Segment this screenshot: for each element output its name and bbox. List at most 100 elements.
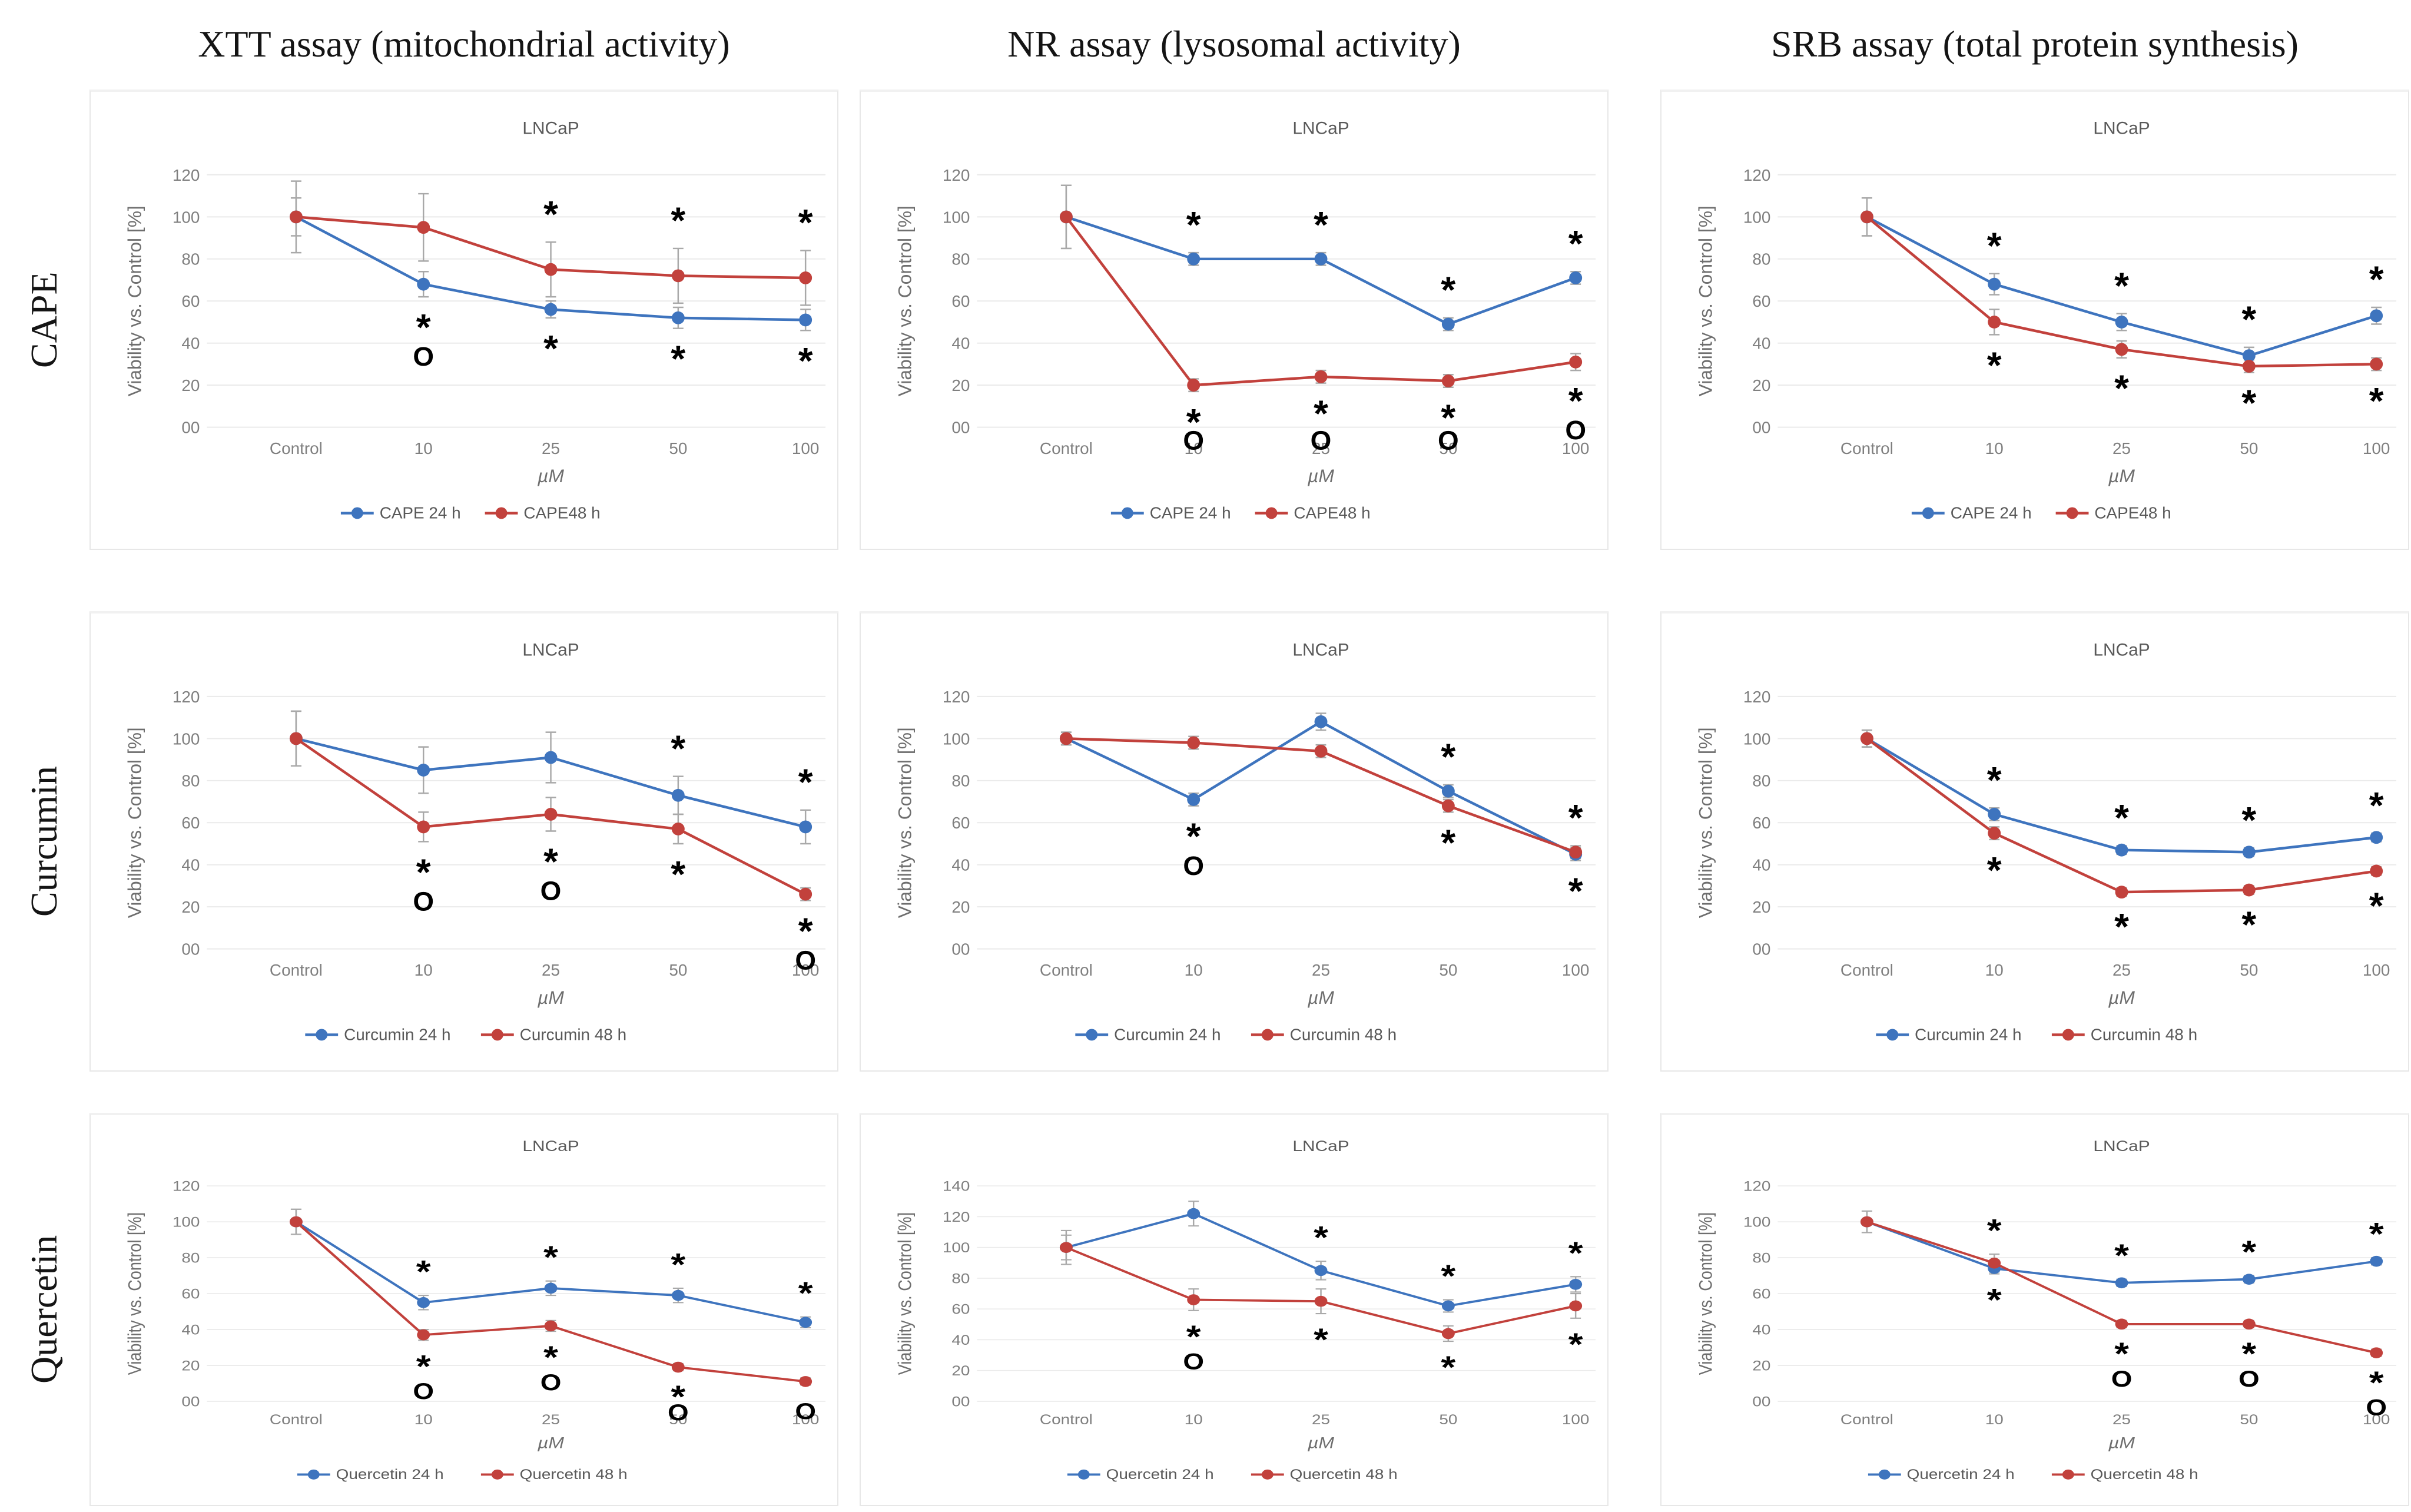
svg-text:*: * xyxy=(2241,904,2256,946)
svg-text:*: * xyxy=(798,910,813,952)
svg-text:O: O xyxy=(540,1370,562,1395)
svg-text:Control: Control xyxy=(270,1412,323,1428)
svg-text:10: 10 xyxy=(414,961,433,979)
svg-text:O: O xyxy=(2111,1366,2133,1392)
panel-cape-xtt: 00 20 40 60 80 100 120 LNCaP Viability vs. Contr… xyxy=(89,89,838,550)
svg-text:10: 10 xyxy=(1985,961,2004,979)
svg-text:80: 80 xyxy=(181,250,200,268)
chart-curcumin-xtt: 00 20 40 60 80 100 120 LNCaP Viability vs. Contr… xyxy=(124,641,826,1043)
svg-text:50: 50 xyxy=(669,439,687,457)
svg-text:100: 100 xyxy=(1743,208,1771,226)
svg-text:60: 60 xyxy=(181,1286,200,1302)
svg-text:*: * xyxy=(798,761,813,803)
svg-text:µM: µM xyxy=(537,1434,564,1452)
svg-text:120: 120 xyxy=(1743,166,1771,184)
svg-text:25: 25 xyxy=(2112,1412,2131,1428)
svg-text:80: 80 xyxy=(1752,772,1770,790)
svg-text:80: 80 xyxy=(1752,250,1770,268)
svg-text:10: 10 xyxy=(1185,1412,1203,1428)
svg-text:25: 25 xyxy=(2112,961,2131,979)
svg-text:25: 25 xyxy=(2112,439,2131,457)
svg-text:120: 120 xyxy=(943,1210,970,1225)
svg-text:*: * xyxy=(543,327,558,369)
svg-text:LNCaP: LNCaP xyxy=(1292,641,1349,660)
svg-text:10: 10 xyxy=(1985,439,2004,457)
svg-text:100: 100 xyxy=(173,730,200,748)
svg-text:*: * xyxy=(543,1239,558,1275)
svg-text:100: 100 xyxy=(792,439,820,457)
svg-text:80: 80 xyxy=(951,250,970,268)
panel-quercetin-srb: 00 20 40 60 80 100 120 LNCaP Viability vs. Contr… xyxy=(1660,1113,2409,1506)
svg-text:00: 00 xyxy=(181,419,200,437)
svg-text:20: 20 xyxy=(181,1358,200,1374)
svg-text:10: 10 xyxy=(414,439,433,457)
svg-text:120: 120 xyxy=(1743,688,1771,706)
svg-text:CAPE48 h: CAPE48 h xyxy=(2094,503,2171,522)
svg-text:00: 00 xyxy=(181,1394,200,1410)
svg-text:00: 00 xyxy=(1752,1394,1770,1410)
svg-text:*: * xyxy=(1441,1258,1455,1294)
svg-text:*: * xyxy=(543,1339,558,1375)
svg-text:*: * xyxy=(2369,784,2384,826)
svg-text:Control: Control xyxy=(1040,439,1093,457)
svg-text:µM: µM xyxy=(537,465,564,486)
svg-text:80: 80 xyxy=(951,1271,970,1286)
svg-text:Viability vs. Control [%]: Viability vs. Control [%] xyxy=(894,205,916,396)
chart-quercetin-xtt: 00 20 40 60 80 100 120 LNCaP Viability vs. Contr… xyxy=(125,1138,826,1482)
svg-text:Curcumin 48 h: Curcumin 48 h xyxy=(2091,1025,2197,1043)
svg-text:100: 100 xyxy=(2363,439,2390,457)
svg-text:100: 100 xyxy=(1743,1215,1771,1230)
svg-text:O: O xyxy=(413,887,434,917)
svg-text:20: 20 xyxy=(181,376,200,394)
svg-text:Curcumin 48 h: Curcumin 48 h xyxy=(1290,1025,1397,1043)
svg-text:Viability vs. Control [%]: Viability vs. Control [%] xyxy=(1695,205,1716,396)
svg-text:LNCaP: LNCaP xyxy=(522,119,579,138)
svg-text:*: * xyxy=(543,841,558,883)
svg-text:25: 25 xyxy=(1312,961,1330,979)
svg-text:25: 25 xyxy=(542,1412,560,1428)
svg-text:20: 20 xyxy=(951,376,970,394)
svg-text:100: 100 xyxy=(1562,1412,1590,1428)
svg-text:25: 25 xyxy=(542,439,560,457)
svg-text:Curcumin 24 h: Curcumin 24 h xyxy=(1114,1025,1221,1043)
svg-text:100: 100 xyxy=(1562,961,1590,979)
svg-text:40: 40 xyxy=(1752,334,1770,353)
svg-text:40: 40 xyxy=(181,1322,200,1338)
svg-text:Viability vs. Control [%]: Viability vs. Control [%] xyxy=(1696,1212,1717,1375)
svg-text:20: 20 xyxy=(1752,1358,1770,1374)
svg-text:O: O xyxy=(668,1400,689,1425)
svg-text:*: * xyxy=(1568,797,1583,839)
svg-text:*: * xyxy=(1987,1212,2002,1248)
svg-text:120: 120 xyxy=(173,1179,200,1195)
svg-text:00: 00 xyxy=(951,419,970,437)
svg-text:*: * xyxy=(1568,380,1583,422)
svg-text:*: * xyxy=(671,728,685,770)
svg-text:*: * xyxy=(2241,1234,2256,1269)
svg-text:Quercetin 48 h: Quercetin 48 h xyxy=(2091,1467,2198,1483)
row-label-quercetin: Quercetin xyxy=(23,1235,65,1384)
svg-text:60: 60 xyxy=(951,1302,970,1318)
svg-text:120: 120 xyxy=(173,688,200,706)
svg-text:*: * xyxy=(798,202,813,244)
svg-text:00: 00 xyxy=(951,1394,970,1410)
svg-text:40: 40 xyxy=(951,334,970,353)
svg-text:CAPE48 h: CAPE48 h xyxy=(523,503,600,522)
svg-text:120: 120 xyxy=(1743,1179,1771,1195)
svg-text:40: 40 xyxy=(181,856,200,874)
svg-text:*: * xyxy=(2241,1335,2256,1371)
svg-text:120: 120 xyxy=(943,166,970,184)
svg-text:Control: Control xyxy=(1840,1412,1893,1428)
svg-text:*: * xyxy=(1441,397,1455,439)
svg-text:*: * xyxy=(2241,382,2256,424)
svg-text:*: * xyxy=(1568,1326,1583,1362)
svg-text:25: 25 xyxy=(1312,1412,1330,1428)
svg-text:Viability vs. Control [%]: Viability vs. Control [%] xyxy=(894,727,916,918)
svg-text:LNCaP: LNCaP xyxy=(2093,119,2150,138)
svg-text:Control: Control xyxy=(270,439,323,457)
svg-text:O: O xyxy=(795,946,816,976)
svg-text:*: * xyxy=(2114,265,2129,307)
svg-text:20: 20 xyxy=(1752,898,1770,916)
chart-quercetin-srb: 00 20 40 60 80 100 120 LNCaP Viability vs. Contr… xyxy=(1696,1138,2397,1483)
svg-text:*: * xyxy=(671,1378,685,1414)
svg-text:*: * xyxy=(1314,393,1328,435)
